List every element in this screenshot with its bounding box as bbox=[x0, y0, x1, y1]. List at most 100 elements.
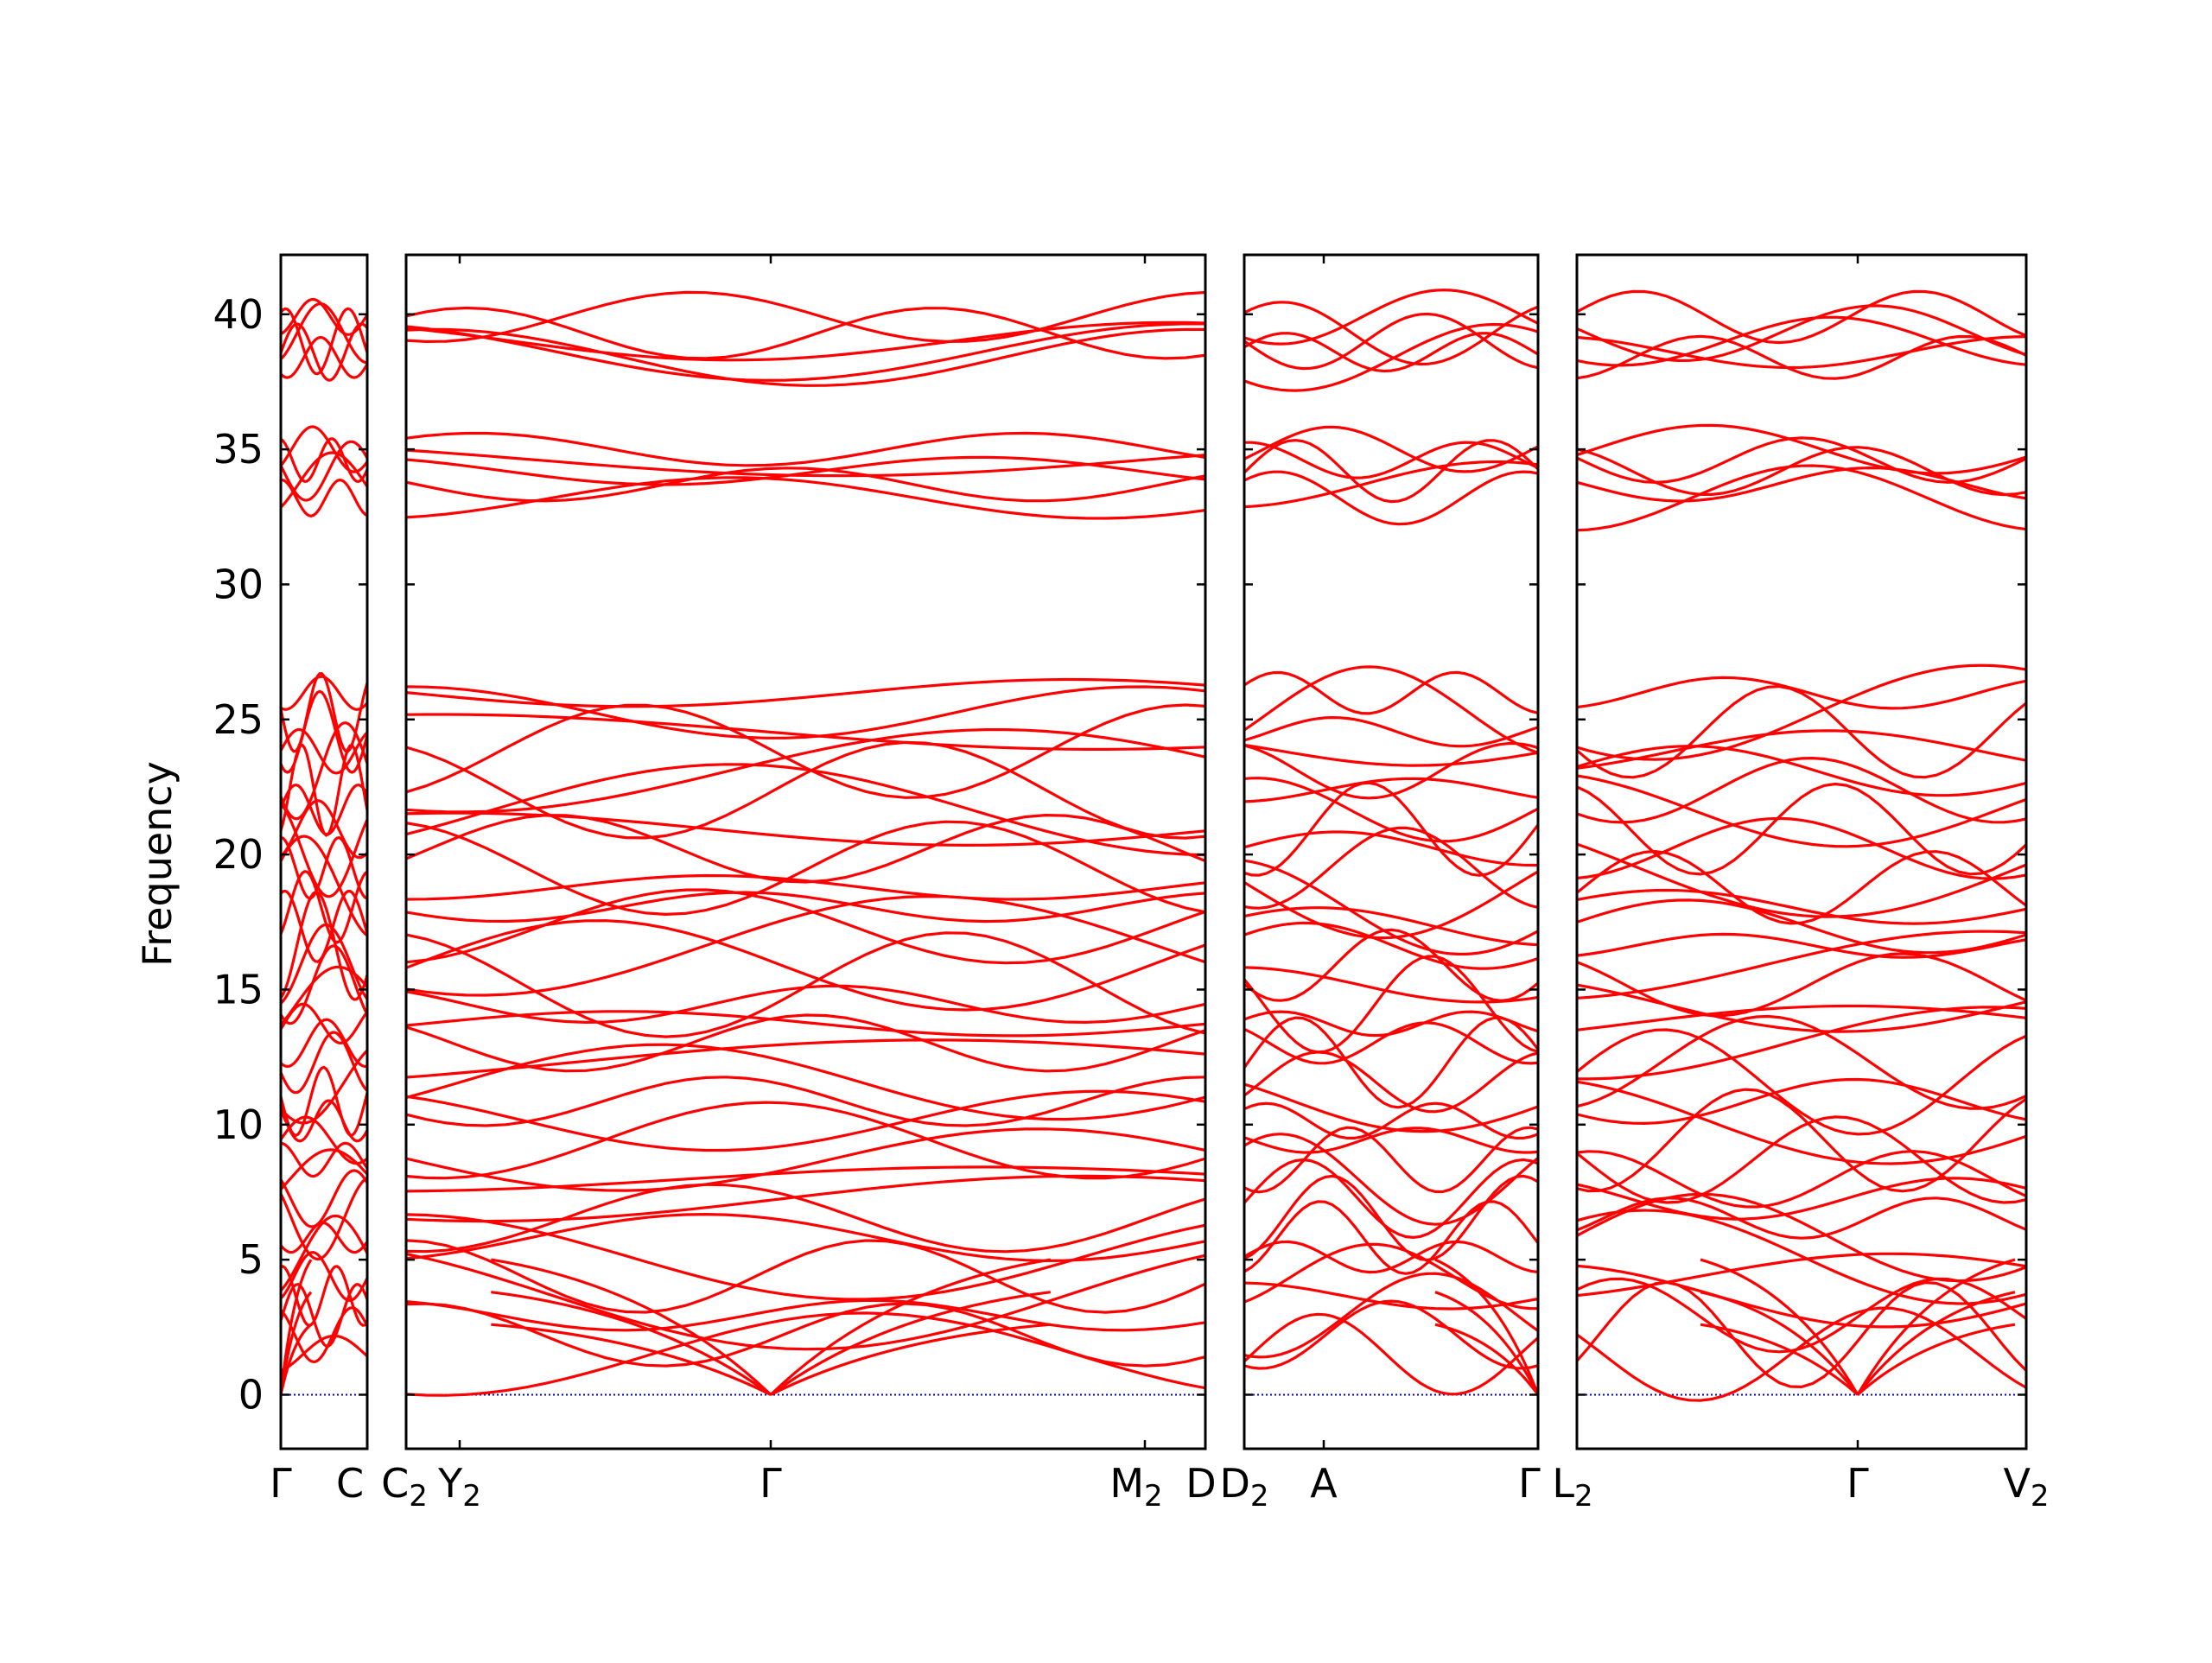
band-line bbox=[406, 1212, 1205, 1263]
band-line bbox=[406, 919, 1205, 1012]
band-line bbox=[1577, 888, 2026, 925]
x-tick-label: Γ bbox=[1518, 1460, 1541, 1507]
band-line bbox=[406, 931, 1205, 1038]
x-tick-label: C2 bbox=[381, 1460, 428, 1514]
band-line bbox=[406, 763, 1205, 857]
band-line bbox=[1244, 1021, 1538, 1065]
band-line bbox=[1244, 1312, 1538, 1396]
band-line bbox=[1244, 906, 1538, 947]
band-line bbox=[1244, 312, 1538, 371]
band-line bbox=[1577, 1077, 2026, 1126]
band-line bbox=[1244, 1272, 1538, 1359]
band-line bbox=[281, 1250, 367, 1303]
band-line bbox=[1244, 441, 1538, 479]
band-line bbox=[406, 894, 1205, 997]
band-line bbox=[406, 813, 1205, 884]
band-line bbox=[1244, 859, 1538, 956]
band-line bbox=[281, 478, 367, 517]
band-line bbox=[281, 1031, 367, 1095]
x-tick-label: Γ bbox=[1847, 1460, 1869, 1507]
band-line bbox=[1244, 826, 1538, 910]
band-line bbox=[1244, 665, 1538, 754]
x-tick-label: Γ bbox=[760, 1460, 782, 1507]
band-line bbox=[1577, 1014, 2026, 1110]
band-line bbox=[406, 1302, 1205, 1368]
band-line bbox=[281, 1099, 367, 1143]
band-line bbox=[406, 1183, 1205, 1254]
band-line bbox=[281, 440, 367, 502]
band-line bbox=[406, 431, 1205, 467]
band-line bbox=[281, 1265, 367, 1328]
band-line bbox=[281, 1334, 367, 1373]
band-line bbox=[281, 425, 367, 473]
band-line bbox=[406, 1165, 1205, 1193]
band-line bbox=[1244, 1174, 1538, 1262]
acoustic-branch-line bbox=[491, 1258, 772, 1396]
panel-2 bbox=[404, 253, 1207, 1450]
band-line bbox=[281, 437, 367, 484]
panel-3 bbox=[1243, 253, 1540, 1450]
y-tick-label: 40 bbox=[213, 291, 264, 338]
x-tick-label: Γ bbox=[270, 1460, 292, 1507]
band-line bbox=[1577, 1088, 2026, 1193]
band-line bbox=[1577, 1209, 2026, 1305]
band-line bbox=[281, 689, 367, 774]
band-line bbox=[281, 451, 367, 509]
band-line bbox=[406, 1127, 1205, 1192]
band-line bbox=[1244, 1101, 1538, 1139]
band-line bbox=[1577, 842, 2026, 918]
band-line bbox=[1577, 1028, 2026, 1136]
band-line bbox=[406, 1101, 1205, 1180]
band-line bbox=[1244, 830, 1538, 867]
band-line bbox=[1577, 952, 2026, 1018]
band-line bbox=[1244, 1050, 1538, 1114]
panel-frame bbox=[1243, 253, 1540, 1450]
band-line bbox=[281, 1221, 367, 1254]
band-line bbox=[1244, 743, 1538, 767]
band-line bbox=[281, 307, 367, 376]
band-line bbox=[1244, 438, 1538, 504]
x-tick-label: D2 bbox=[1219, 1460, 1268, 1514]
band-line bbox=[1244, 1133, 1538, 1226]
band-line bbox=[1577, 335, 2026, 370]
band-line bbox=[281, 923, 367, 1005]
band-line bbox=[1577, 1192, 2026, 1283]
band-line bbox=[281, 672, 367, 753]
acoustic-branch-line bbox=[281, 1259, 313, 1395]
band-line bbox=[281, 1018, 367, 1069]
acoustic-branch-line bbox=[770, 1323, 1051, 1396]
band-lines bbox=[1244, 289, 1538, 1396]
band-line bbox=[1244, 1010, 1538, 1038]
band-line bbox=[406, 322, 1205, 382]
band-lines bbox=[1577, 289, 2026, 1402]
y-axis-label: Frequency bbox=[134, 761, 181, 967]
band-line bbox=[281, 1141, 367, 1178]
band-line bbox=[1244, 928, 1538, 1002]
band-line bbox=[1577, 782, 2026, 876]
band-line bbox=[281, 335, 367, 379]
band-line bbox=[281, 297, 367, 336]
x-tick-label: V2 bbox=[2003, 1460, 2049, 1514]
band-line bbox=[1577, 1280, 2026, 1389]
band-line bbox=[406, 685, 1205, 739]
band-line bbox=[1577, 983, 2026, 1033]
band-line bbox=[1577, 849, 2026, 925]
band-line bbox=[406, 1076, 1205, 1127]
band-line bbox=[406, 888, 1205, 965]
x-tick-label: D bbox=[1185, 1460, 1216, 1507]
band-line bbox=[406, 740, 1205, 840]
band-line bbox=[1244, 1158, 1538, 1240]
y-tick-label: 20 bbox=[213, 831, 264, 878]
band-line bbox=[1244, 301, 1538, 366]
band-line bbox=[1577, 1004, 2026, 1031]
panel-1 bbox=[279, 253, 369, 1450]
band-line bbox=[1577, 745, 2026, 797]
band-line bbox=[1577, 930, 2026, 1000]
band-line bbox=[406, 448, 1205, 478]
band-line bbox=[1244, 1281, 1538, 1311]
y-tick-label: 15 bbox=[213, 966, 264, 1012]
band-line bbox=[281, 799, 367, 860]
band-line bbox=[281, 835, 367, 937]
band-line bbox=[281, 727, 367, 775]
